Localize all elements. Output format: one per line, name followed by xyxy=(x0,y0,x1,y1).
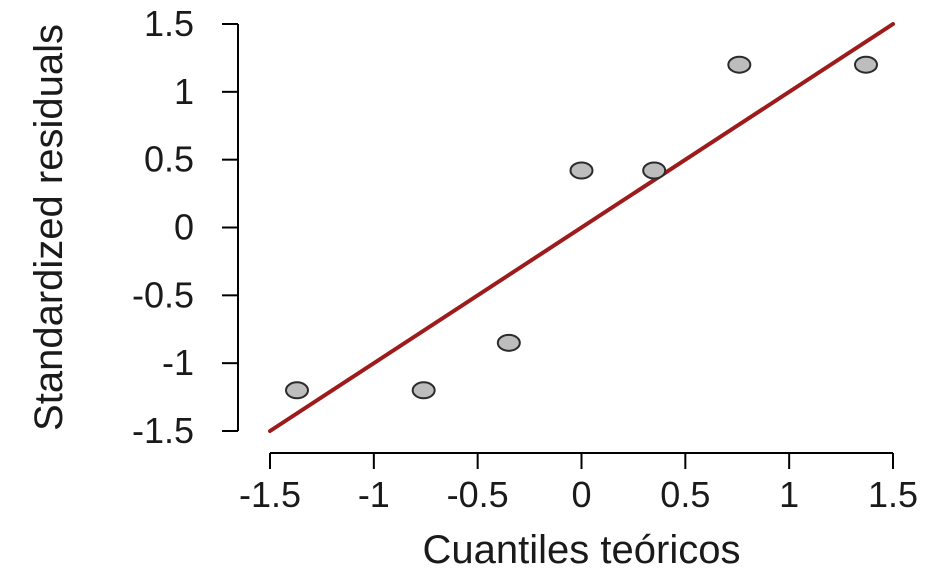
data-point xyxy=(284,381,309,400)
data-point xyxy=(411,381,436,400)
y-tick-label: -1 xyxy=(162,342,194,383)
x-tick-label: 0 xyxy=(571,474,591,515)
qq-reference-line xyxy=(268,22,895,433)
data-point xyxy=(642,161,667,180)
data-point xyxy=(854,55,879,74)
y-ticks: -1.5 -1 -0.5 0 0.5 1 1.5 xyxy=(132,3,238,451)
x-tick-label: 1 xyxy=(779,474,799,515)
data-points xyxy=(284,55,879,400)
data-point xyxy=(727,55,752,74)
x-tick-label: -1 xyxy=(358,474,390,515)
x-axis-title: Cuantiles teóricos xyxy=(423,528,741,572)
x-ticks: -1.5 -1 -0.5 0 0.5 1 1.5 xyxy=(239,453,918,515)
x-tick-label: 1.5 xyxy=(868,474,918,515)
data-point xyxy=(496,333,521,352)
y-tick-label: -1.5 xyxy=(132,410,194,451)
y-tick-label: 0 xyxy=(174,207,194,248)
y-axis-title: Standardized residuals xyxy=(27,24,71,431)
y-tick-label: 0.5 xyxy=(144,139,194,180)
x-tick-label: -0.5 xyxy=(447,474,509,515)
x-tick-label: 0.5 xyxy=(660,474,710,515)
data-point xyxy=(569,161,594,180)
reference-line-group xyxy=(268,22,895,433)
x-tick-label: -1.5 xyxy=(239,474,301,515)
y-tick-label: 1 xyxy=(174,71,194,112)
y-tick-label: -0.5 xyxy=(132,274,194,315)
y-tick-label: 1.5 xyxy=(144,3,194,44)
